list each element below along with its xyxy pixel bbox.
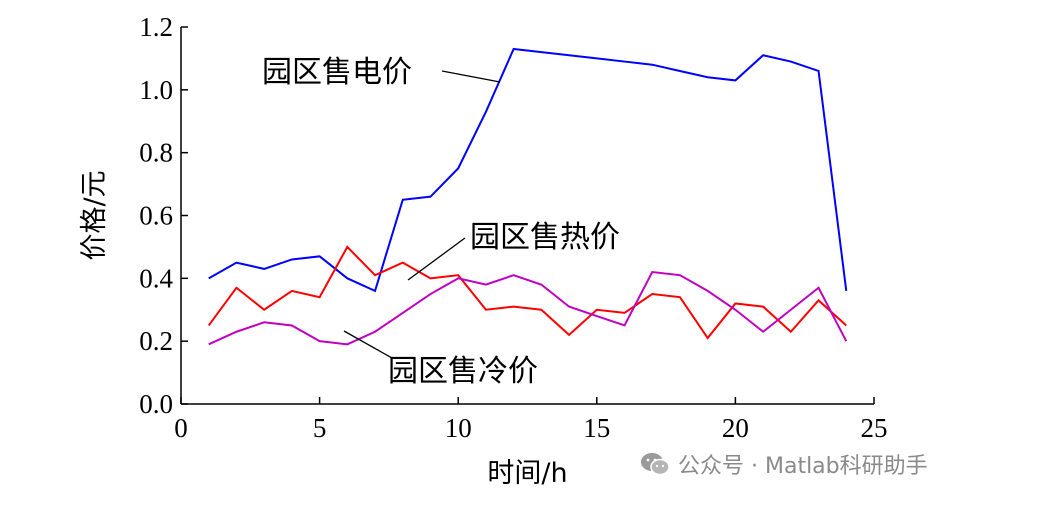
wechat-icon [641,453,670,476]
y-tick-label: 1.0 [139,75,173,105]
x-tick-label: 20 [722,413,749,443]
y-axis-title: 价格/元 [79,170,110,260]
annotation-leader-0 [441,70,501,83]
x-tick-label: 15 [583,413,610,443]
series-line-2 [208,270,848,346]
watermark-text: 公众号 · Matlab科研助手 [678,454,928,479]
annotation-leader-2 [343,330,393,359]
series-group [207,47,848,346]
annotation-label-1: 园区售热价 [470,220,620,255]
series-line-1 [207,245,847,340]
y-tick-label: 0.4 [139,263,173,293]
x-tick-label: 5 [313,413,327,443]
x-tick-label: 0 [174,413,188,443]
y-tick-label: 0.8 [139,138,173,168]
axes: 0 5 10 15 20 25 0.0 0.2 0.4 0.6 0.8 1.0 1.2 时间/h 价格/元 [79,12,888,489]
y-tick-label: 0.6 [139,201,173,231]
watermark: 公众号 · Matlab科研助手 [640,448,928,480]
x-tick-label: 10 [445,413,472,443]
annotation-leader-1 [407,237,466,281]
annotation-label-0: 园区售电价 [262,55,412,90]
y-tick-label: 0.0 [139,389,173,419]
x-tick-label: 25 [861,413,888,443]
y-tick-label: 1.2 [139,12,173,42]
x-axis-title: 时间/h [487,458,567,489]
series-line-0 [208,47,848,293]
annotation-label-2: 园区售冷价 [388,354,538,389]
y-tick-label: 0.2 [139,326,173,356]
